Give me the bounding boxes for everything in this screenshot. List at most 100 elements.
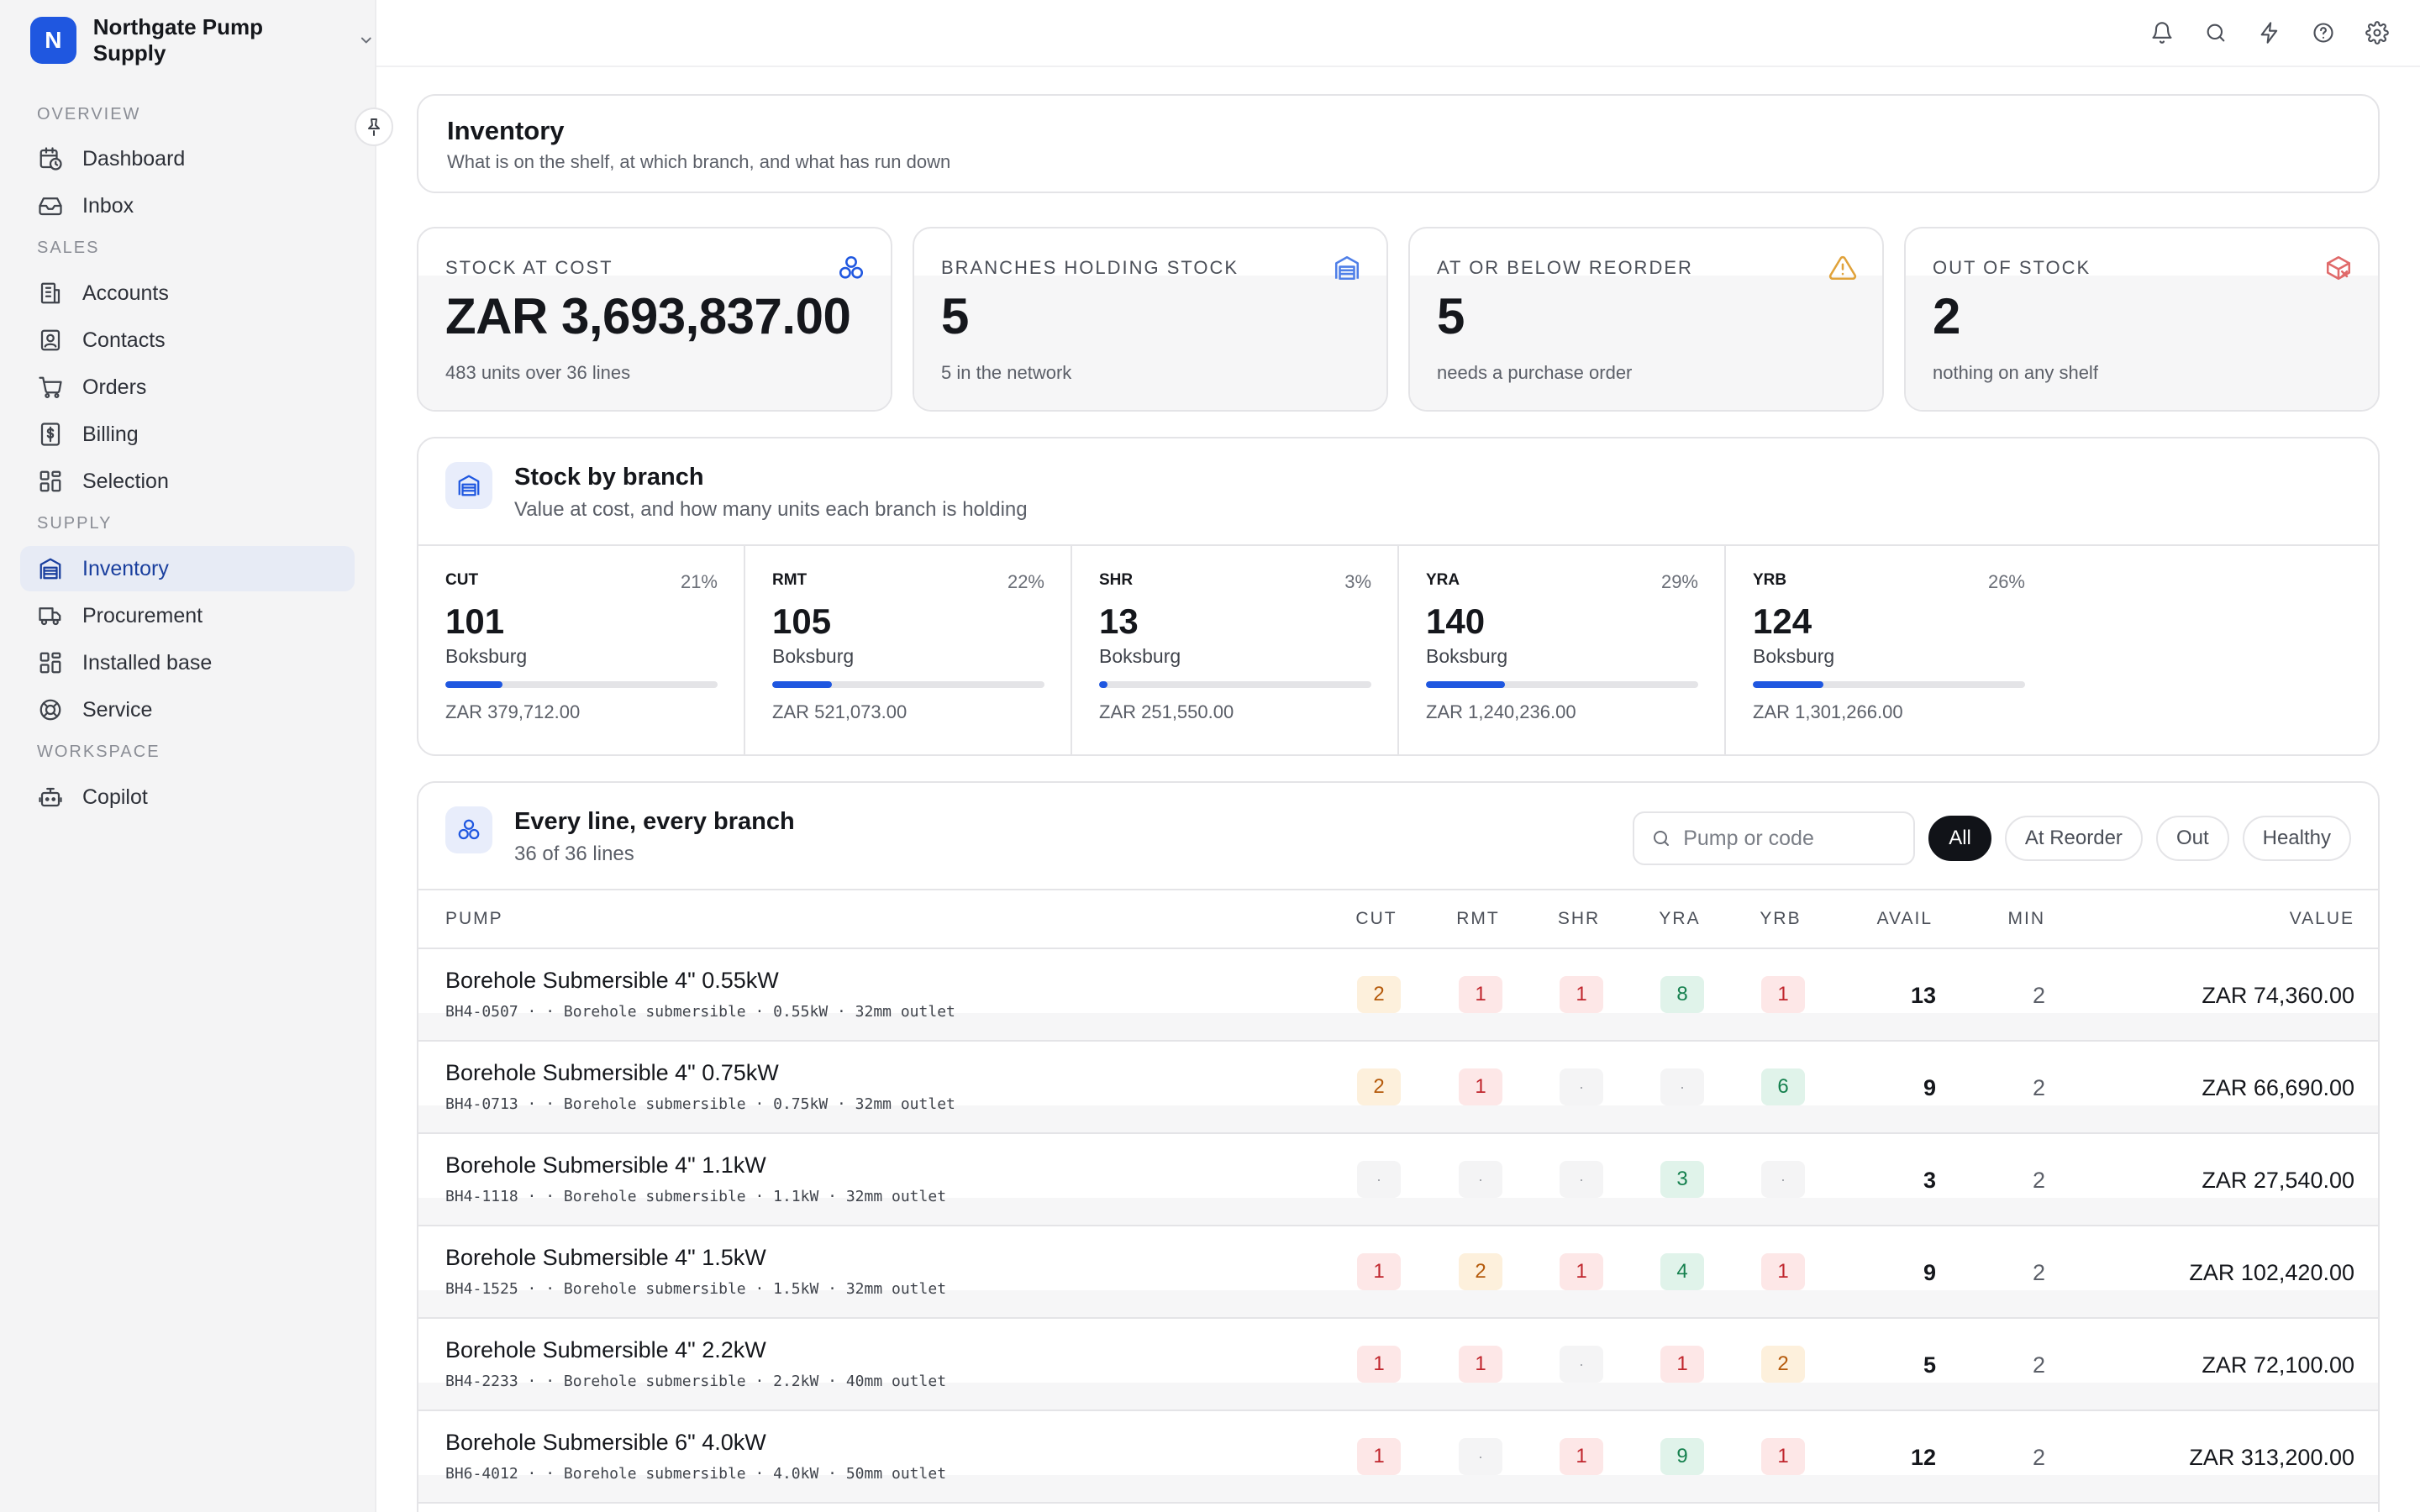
table-row[interactable]: Borehole Submersible 6" 4.0kW BH6-4012 · … xyxy=(418,1411,2378,1504)
nav-label: Service xyxy=(82,697,153,722)
branch-units: 105 xyxy=(772,601,832,641)
lightning-icon[interactable] xyxy=(2255,18,2284,47)
branch-share-bar xyxy=(445,681,718,688)
nav-item-service[interactable]: Service xyxy=(20,687,355,732)
branch-code: YRB xyxy=(1753,571,1787,589)
table-row[interactable]: Borehole Submersible 4" 2.2kW BH4-2233 · … xyxy=(418,1319,2378,1411)
package-x-icon xyxy=(2326,255,2351,281)
pump-meta: BH4-0713 · · Borehole submersible · 0.75… xyxy=(445,1095,955,1113)
branch-tile[interactable]: SHR 3% 13 Boksburg ZAR 251,550.00 xyxy=(1072,546,1399,754)
table-header: PUMP CUT RMT SHR YRA YRB AVAIL MIN VALUE xyxy=(418,889,2378,949)
branch-tile[interactable]: RMT 22% 105 Boksburg ZAR 521,073.00 xyxy=(745,546,1072,754)
kpi-label: STOCK AT COST xyxy=(445,257,613,278)
warehouse-icon xyxy=(445,462,492,509)
nav-item-contacts[interactable]: Contacts xyxy=(20,318,355,363)
nav-section-supply: SUPPLY xyxy=(37,514,113,533)
gear-icon[interactable] xyxy=(2363,18,2391,47)
kpi-branches-holding-stock: BRANCHES HOLDING STOCK 5 5 in the networ… xyxy=(913,227,1388,412)
table-row[interactable]: Borehole Submersible 4" 0.55kW BH4-0507 ·… xyxy=(418,949,2378,1042)
branch-location: Boksburg xyxy=(1753,645,1835,667)
table-row[interactable]: Borehole Submersible 4" 1.5kW BH4-1525 · … xyxy=(418,1226,2378,1319)
branch-units: 13 xyxy=(1099,601,1139,641)
column-header-pump[interactable]: PUMP xyxy=(445,909,503,928)
nav-label: Accounts xyxy=(82,281,169,305)
nav-item-procurement[interactable]: Procurement xyxy=(20,593,355,638)
table-row[interactable]: Borehole Submersible 4" 0.75kW BH4-0713 ·… xyxy=(418,1042,2378,1134)
column-header-yrb[interactable]: YRB xyxy=(1760,909,1802,928)
column-header-yra[interactable]: YRA xyxy=(1659,909,1701,928)
branch-tile[interactable]: YRA 29% 140 Boksburg ZAR 1,240,236.00 xyxy=(1399,546,1726,754)
column-header-cut[interactable]: CUT xyxy=(1355,909,1397,928)
kpi-label: AT OR BELOW REORDER xyxy=(1437,257,1693,278)
min-level: 2 xyxy=(2032,1075,2045,1100)
dollar-receipt-icon xyxy=(37,421,64,448)
branch-value: ZAR 521,073.00 xyxy=(772,701,908,722)
line-value: ZAR 27,540.00 xyxy=(2202,1168,2354,1193)
filter-all[interactable]: All xyxy=(1928,816,1991,861)
nav-item-copilot[interactable]: Copilot xyxy=(20,774,355,820)
branch-location: Boksburg xyxy=(445,645,528,667)
branch-tile[interactable]: CUT 21% 101 Boksburg ZAR 379,712.00 xyxy=(418,546,745,754)
stock-cell-cut: 2 xyxy=(1357,976,1401,1013)
pump-name: Borehole Submersible 6" 4.0kW xyxy=(445,1430,766,1455)
warehouse-icon xyxy=(37,555,64,582)
nav-item-accounts[interactable]: Accounts xyxy=(20,270,355,316)
branch-tile[interactable]: YRB 26% 124 Boksburg ZAR 1,301,266.00 xyxy=(1726,546,2053,754)
nav-label: Inventory xyxy=(82,556,169,580)
pump-name: Borehole Submersible 4" 0.55kW xyxy=(445,968,779,993)
pump-name: Borehole Submersible 4" 0.75kW xyxy=(445,1060,779,1085)
branch-share-bar xyxy=(772,681,1044,688)
branch-grid: CUT 21% 101 Boksburg ZAR 379,712.00 RMT 22% 105… xyxy=(418,544,2378,754)
filter-out[interactable]: Out xyxy=(2155,816,2229,861)
branch-code: YRA xyxy=(1426,571,1460,589)
table-row[interactable]: Borehole Submersible 4" 1.1kW BH4-1118 · … xyxy=(418,1134,2378,1226)
pump-name: Borehole Submersible 4" 1.5kW xyxy=(445,1245,766,1270)
contact-icon xyxy=(37,327,64,354)
nav-label: Procurement xyxy=(82,603,203,627)
column-header-value[interactable]: VALUE xyxy=(2289,909,2354,928)
pump-meta: BH4-0507 · · Borehole submersible · 0.55… xyxy=(445,1003,955,1021)
avail-count: 9 xyxy=(1923,1260,1936,1285)
branch-value: ZAR 1,301,266.00 xyxy=(1753,701,1903,722)
column-header-shr[interactable]: SHR xyxy=(1557,909,1601,928)
kpi-value: ZAR 3,693,837.00 xyxy=(445,288,851,344)
chevron-down-icon xyxy=(361,37,372,44)
search-icon[interactable] xyxy=(2202,18,2230,47)
nav-label: Copilot xyxy=(82,785,148,809)
stock-cell-yra: 1 xyxy=(1660,1346,1704,1383)
nav-label: Selection xyxy=(82,469,169,493)
nav-item-orders[interactable]: Orders xyxy=(20,365,355,410)
stock-cell-yra: 3 xyxy=(1660,1161,1704,1198)
sidebar: N Northgate Pump Supply OVERVIEW Dashboa… xyxy=(0,0,376,1512)
filter-at-reorder[interactable]: At Reorder xyxy=(2004,816,2143,861)
branch-share: 21% xyxy=(680,571,718,592)
warning-icon xyxy=(1828,255,1857,281)
branch-value: ZAR 379,712.00 xyxy=(445,701,581,722)
column-header-rmt[interactable]: RMT xyxy=(1456,909,1500,928)
kpi-label: BRANCHES HOLDING STOCK xyxy=(941,257,1239,278)
boxes-icon xyxy=(445,806,492,853)
nav-item-inbox[interactable]: Inbox xyxy=(20,183,355,228)
calendar-clock-icon xyxy=(37,145,64,172)
nav-item-dashboard[interactable]: Dashboard xyxy=(20,136,355,181)
search-icon xyxy=(1654,831,1670,846)
page-subtitle: What is on the shelf, at which branch, a… xyxy=(447,151,951,172)
search-input[interactable] xyxy=(1683,826,1902,851)
kpi-stock-at-cost: STOCK AT COST ZAR 3,693,837.00 483 units… xyxy=(417,227,892,412)
search-field[interactable] xyxy=(1633,811,1916,865)
column-header-min[interactable]: MIN xyxy=(2007,909,2045,928)
pin-sidebar-button[interactable] xyxy=(355,108,393,146)
nav-item-billing[interactable]: Billing xyxy=(20,412,355,457)
nav-item-installed-base[interactable]: Installed base xyxy=(20,640,355,685)
nav-item-inventory[interactable]: Inventory xyxy=(20,546,355,591)
column-header-avail[interactable]: AVAIL xyxy=(1876,909,1933,928)
pump-name: Borehole Submersible 4" 2.2kW xyxy=(445,1337,766,1362)
workspace-switcher[interactable]: N Northgate Pump Supply xyxy=(30,14,375,66)
bell-icon[interactable] xyxy=(2148,18,2176,47)
line-value: ZAR 313,200.00 xyxy=(2189,1445,2354,1470)
filter-healthy[interactable]: Healthy xyxy=(2242,816,2351,861)
stock-by-branch-card: Stock by branch Value at cost, and how m… xyxy=(417,437,2380,756)
nav-item-selection[interactable]: Selection xyxy=(20,459,355,504)
stock-cell-shr: 1 xyxy=(1560,1253,1603,1290)
help-icon[interactable] xyxy=(2309,18,2338,47)
